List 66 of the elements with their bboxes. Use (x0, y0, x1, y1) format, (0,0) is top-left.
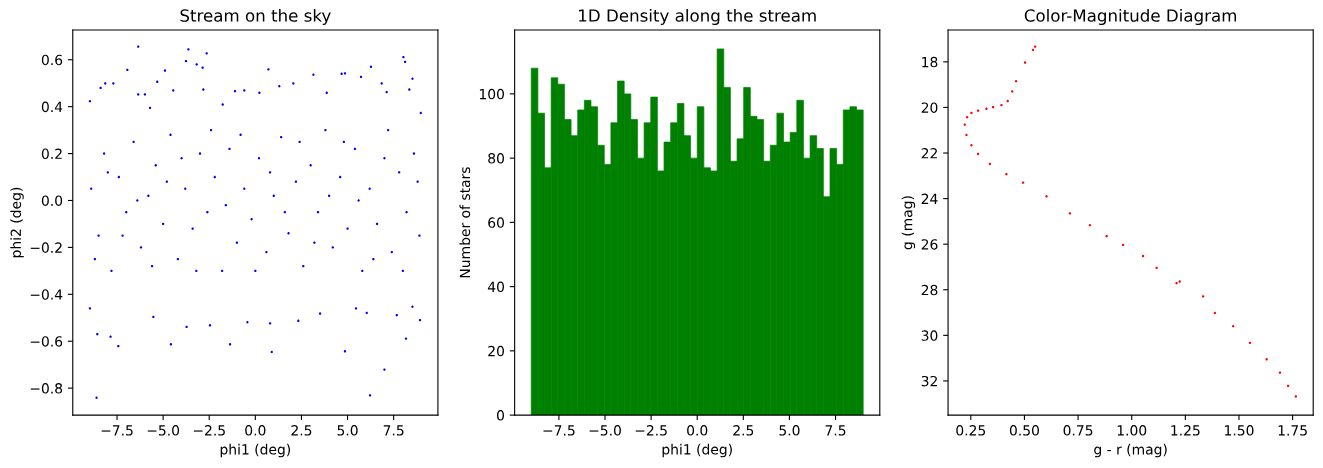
chart-title: Color-Magnitude Diagram (1024, 8, 1237, 26)
point (976, 109, 980, 112)
point (1105, 235, 1108, 238)
x-tick-label: 5.0 (337, 425, 358, 436)
y-tick-label: −0.8 (30, 383, 63, 394)
y-axis-title: g (mag) (901, 196, 916, 250)
x-tick-label: 1.25 (1171, 425, 1200, 436)
y-tick-label: −0.2 (30, 242, 62, 253)
chart-title: Stream on the sky (180, 8, 331, 26)
y-tick-label: 0.2 (41, 148, 62, 160)
y-tick-label: 24 (921, 193, 938, 204)
y-axis-title: phi2 (deg) (10, 187, 24, 258)
x-tick-label: 0.50 (1009, 425, 1039, 436)
x-tick-label: −5.0 (589, 425, 621, 436)
y-tick-label: 0.4 (41, 101, 63, 113)
x-tick-label: −7.5 (101, 425, 133, 436)
x-axis-title: g - r (mag) (1094, 443, 1167, 458)
y-tick-label: 80 (488, 153, 504, 164)
x-tick-label: 5.0 (779, 425, 800, 436)
x-tick-label: 0.25 (956, 425, 986, 436)
y-tick-label: 32 (921, 375, 937, 387)
y-tick-label: 0.0 (41, 195, 63, 206)
x-tick-label: 0.0 (245, 425, 266, 436)
point (965, 133, 968, 137)
point (1021, 181, 1025, 184)
y-tick-label: 40 (487, 281, 504, 293)
x-tick-label: −2.5 (635, 425, 667, 436)
y-tick-label: −0.4 (30, 289, 63, 300)
x-tick-label: 0.75 (1063, 425, 1093, 436)
y-tick-label: 26 (921, 239, 938, 250)
x-tick-label: 2.5 (291, 425, 312, 436)
x-tick-label: 0.0 (687, 425, 708, 436)
x-tick-label: 1.50 (1225, 425, 1254, 436)
y-tick-label: −0.6 (30, 336, 63, 347)
y-tick-label: 0 (497, 410, 504, 421)
y-tick-label: 20 (921, 102, 938, 113)
x-tick-label: −5.0 (147, 425, 180, 436)
point (1068, 212, 1072, 215)
x-tick-label: 2.5 (733, 425, 754, 436)
x-tick-label: 7.5 (825, 425, 846, 436)
x-tick-label: −2.5 (193, 425, 225, 436)
point (1045, 195, 1048, 198)
point (1265, 358, 1268, 361)
point (1005, 173, 1008, 176)
y-tick-label: 30 (921, 330, 938, 341)
x-axis-title: phi1 (deg) (662, 443, 732, 458)
y-tick-label: 18 (922, 56, 938, 68)
x-tick-label: 1.75 (1278, 425, 1307, 436)
y-tick-label: 60 (488, 217, 504, 228)
point (1000, 103, 1003, 107)
y-tick-label: 28 (921, 284, 938, 296)
point (1023, 61, 1027, 64)
point (970, 111, 973, 115)
point (1033, 45, 1037, 48)
y-tick-label: 22 (921, 147, 937, 159)
x-tick-label: 7.5 (383, 425, 404, 436)
x-axis-title: phi1 (deg) (220, 443, 291, 458)
y-tick-label: 0.6 (41, 54, 63, 66)
x-tick-label: 1.00 (1117, 425, 1147, 436)
chart-title: 1D Density along the stream (579, 8, 816, 26)
point (1294, 395, 1298, 398)
point (1155, 266, 1158, 270)
y-tick-label: 20 (488, 345, 504, 357)
y-axis-title: Number of stars (459, 167, 471, 278)
y-tick-label: 100 (479, 88, 504, 100)
x-tick-label: −7.5 (543, 425, 575, 436)
